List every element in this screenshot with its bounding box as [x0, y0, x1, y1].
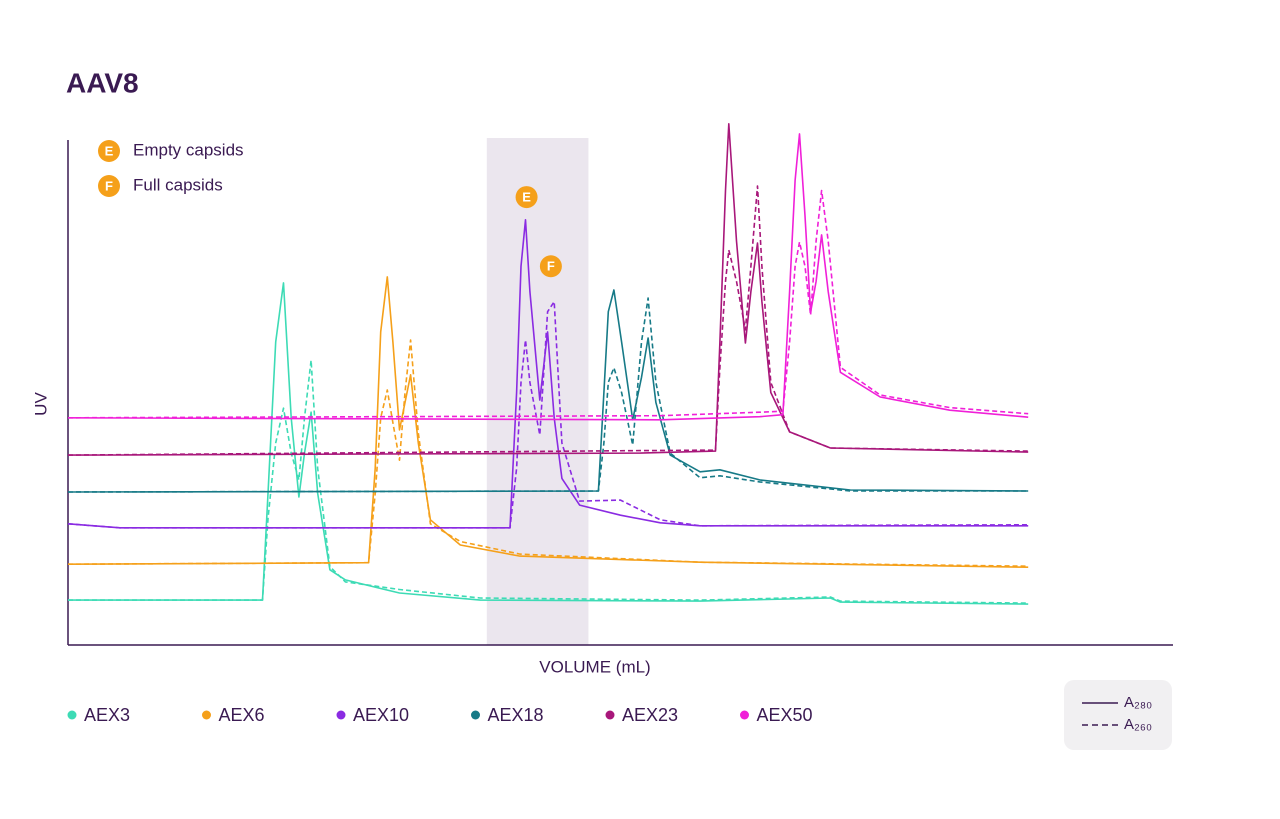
- x-axis-label: VOLUME (mL): [539, 657, 650, 676]
- legend-marker: [336, 710, 346, 720]
- series-line-a280: [67, 276, 1029, 568]
- legend-label: AEX18: [488, 705, 544, 725]
- key-marker: [98, 140, 120, 162]
- series-line-a260: [67, 297, 1029, 493]
- legend-marker: [740, 710, 749, 720]
- chart-title: AAV8: [66, 67, 139, 98]
- series-line-a280: [67, 133, 1029, 421]
- legend-label: AEX6: [219, 705, 265, 725]
- line-style-label: A₂₈₀: [1124, 694, 1152, 711]
- key-label: Empty capsids: [133, 140, 244, 159]
- annotation-letter: E: [522, 190, 531, 205]
- legend-label: AEX50: [757, 705, 813, 725]
- line-style-legend-box: [1064, 680, 1172, 750]
- series-line-a260: [68, 359, 1029, 604]
- annotation-letter: F: [547, 259, 555, 274]
- legend-marker: [67, 710, 77, 720]
- key-letter: F: [105, 178, 113, 193]
- legend-label: AEX23: [622, 705, 678, 725]
- series-line-a280: [68, 282, 1029, 605]
- line-style-label: A₂₆₀: [1124, 716, 1152, 733]
- y-axis-label: UV: [31, 392, 50, 416]
- key-label: Full capsids: [133, 175, 223, 194]
- series-line-a280: [67, 289, 1029, 493]
- series-line-a260: [67, 300, 1029, 529]
- key-letter: E: [105, 143, 114, 158]
- key-marker: [98, 175, 120, 197]
- legend-marker: [605, 710, 615, 720]
- series-line-a260: [67, 185, 1029, 456]
- series-line-a260: [67, 339, 1029, 567]
- legend-label: AEX3: [84, 705, 130, 725]
- legend-marker: [202, 710, 211, 720]
- highlight-band: [486, 138, 589, 645]
- legend-marker: [471, 710, 480, 720]
- annotation-marker: [539, 255, 562, 278]
- annotation-marker: [515, 186, 538, 209]
- legend-label: AEX10: [353, 705, 409, 725]
